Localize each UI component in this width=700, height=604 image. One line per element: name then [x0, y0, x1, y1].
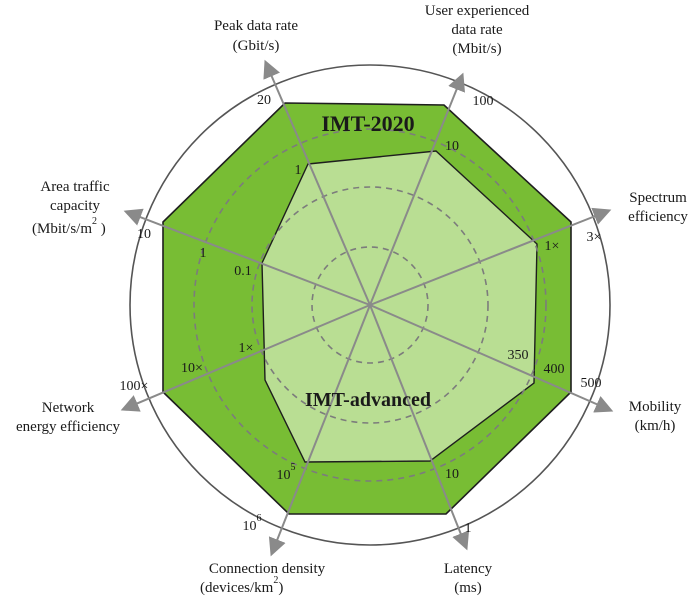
axis-latency — [369, 304, 470, 551]
energy-imt2020-value: 100× — [120, 379, 149, 394]
connection-imt-advanced-base: 10 — [277, 468, 291, 483]
dashed-ring-middle — [251, 186, 489, 424]
area-label-line3: (Mbit/s/m2 ) — [32, 216, 106, 237]
mobility-label-line1: Mobility — [629, 399, 682, 415]
connection-label-sup: 2 — [273, 575, 278, 586]
dashed-ring-inner — [311, 246, 429, 364]
area-label-unit: (Mbit/s/m — [32, 221, 92, 237]
axis-mobility — [369, 304, 614, 413]
energy-imt-advanced-value: 1× — [239, 341, 254, 356]
latency-label-line1: Latency — [444, 561, 493, 577]
dashed-ring-outer — [193, 128, 547, 482]
energy-label-line2: energy efficiency — [16, 419, 120, 435]
axis-network-energy-efficiency — [120, 304, 371, 412]
user-rate-label-line1: User experienced — [425, 3, 530, 19]
connection-imt2020-base: 10 — [243, 519, 257, 534]
spectrum-imt2020-value: 3× — [587, 230, 602, 245]
connection-imt2020-exp: 6 — [257, 513, 262, 524]
user-rate-label-line3: (Mbit/s) — [452, 41, 501, 57]
spectrum-label-line1: Spectrum — [629, 190, 687, 206]
axis-area-traffic-capacity — [123, 208, 371, 306]
peak-data-rate-label-line1: Peak data rate — [214, 18, 298, 34]
connection-label-line2: (devices/km2) — [200, 575, 283, 596]
latency-imt-advanced-value: 10 — [445, 467, 459, 482]
mobility-mid-value: 400 — [544, 362, 565, 377]
area-imt-advanced-value: 0.1 — [234, 264, 252, 279]
connection-label-unit: (devices/km — [200, 580, 274, 596]
area-label-line2: capacity — [50, 198, 100, 214]
imt-advanced-polygon — [261, 150, 538, 463]
mobility-imt2020-value: 500 — [581, 376, 602, 391]
connection-label-line1: Connection density — [209, 561, 326, 577]
latency-imt2020-value: 1 — [465, 521, 472, 536]
user-rate-label-line2: data rate — [451, 22, 503, 38]
imt-advanced-title: IMT-advanced — [305, 389, 431, 411]
connection-imt-advanced-value: 105 — [277, 462, 296, 483]
mobility-imt-advanced-value: 350 — [508, 348, 529, 363]
axis-peak-data-rate — [263, 59, 371, 306]
connection-imt-advanced-exp: 5 — [291, 462, 296, 473]
energy-label-line1: Network — [42, 400, 95, 416]
user-rate-imt2020-value: 100 — [473, 94, 494, 109]
spectrum-imt-advanced-value: 1× — [545, 239, 560, 254]
mobility-label-line2: (km/h) — [635, 418, 676, 434]
area-label-close: ) — [97, 221, 106, 237]
axis-user-experienced-data-rate — [369, 72, 465, 306]
axis-connection-density — [268, 304, 371, 557]
outer-circle — [129, 64, 611, 546]
connection-imt2020-value: 106 — [243, 513, 262, 534]
area-mid-value: 1 — [200, 246, 207, 261]
peak-imt-advanced-value: 1 — [295, 163, 302, 178]
peak-imt2020-value: 20 — [257, 93, 271, 108]
area-imt2020-value: 10 — [137, 227, 151, 242]
connection-label-close: ) — [278, 580, 283, 596]
area-label-line1: Area traffic — [40, 179, 110, 195]
user-rate-imt-advanced-value: 10 — [445, 139, 459, 154]
spectrum-label-line2: efficiency — [628, 209, 688, 225]
imt-2020-title: IMT-2020 — [321, 111, 414, 136]
axis-spectrum-efficiency — [369, 207, 612, 306]
area-label-sup: 2 — [92, 216, 97, 227]
peak-data-rate-label-line2: (Gbit/s) — [233, 38, 280, 54]
energy-mid-value: 10× — [181, 361, 203, 376]
latency-label-line2: (ms) — [454, 580, 482, 596]
